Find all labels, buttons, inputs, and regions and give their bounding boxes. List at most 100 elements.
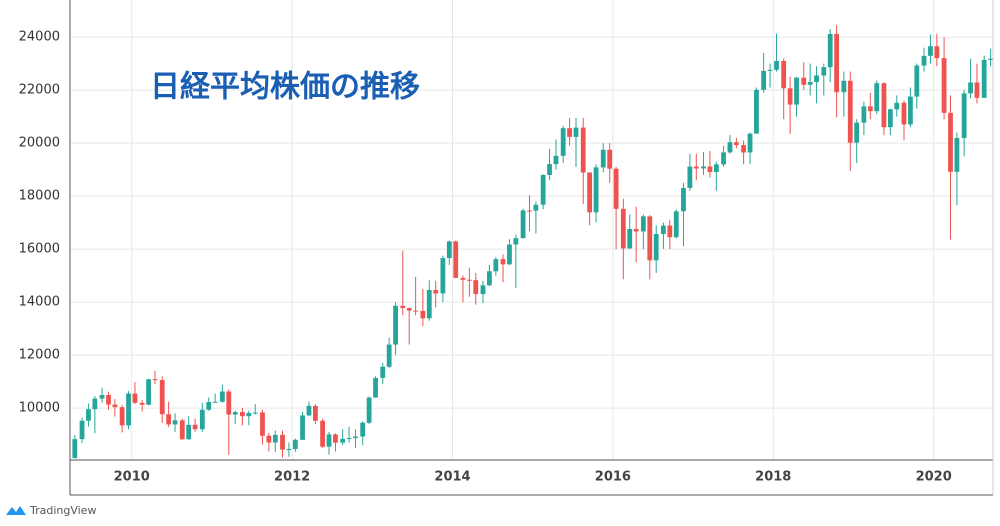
candle-body <box>353 436 358 439</box>
candle-body <box>292 439 298 450</box>
candle-body <box>159 380 165 415</box>
candle-body <box>226 391 232 415</box>
candle-body <box>600 149 606 168</box>
candle-body <box>908 96 913 125</box>
candle-body <box>212 401 218 403</box>
candle-body <box>887 109 893 128</box>
candle-body <box>781 60 787 89</box>
candle-body <box>493 259 499 272</box>
candle-body <box>460 277 466 280</box>
candle-body <box>360 422 366 437</box>
y-tick-label: 14000 <box>19 295 60 310</box>
candle-body <box>366 397 372 423</box>
candle-body <box>633 228 639 232</box>
candle-body <box>580 127 586 173</box>
candle-body <box>507 244 512 265</box>
candle-body <box>547 164 552 175</box>
x-tick-label: 2020 <box>916 470 952 485</box>
candle-body <box>834 33 840 93</box>
candle-body <box>553 155 559 165</box>
candle-body <box>393 305 398 345</box>
candle-body <box>286 449 292 451</box>
candle-body <box>640 216 646 232</box>
candle-body <box>941 58 947 113</box>
candle-body <box>948 112 953 172</box>
candle-body <box>934 46 940 59</box>
candle-body <box>179 420 185 440</box>
candle-body <box>533 204 539 211</box>
candle-body <box>821 67 827 76</box>
candle-body <box>653 234 659 261</box>
candle-body <box>232 412 238 415</box>
candle-body <box>741 145 747 153</box>
candle-body <box>620 208 626 249</box>
candle-body <box>126 393 131 426</box>
candle-body <box>733 142 739 146</box>
candle-body <box>306 405 312 416</box>
candle-body <box>981 59 987 98</box>
candle-body <box>72 439 78 459</box>
candle-body <box>500 259 506 265</box>
candle-body <box>914 65 920 97</box>
candle-body <box>867 106 873 112</box>
candle-body <box>272 434 278 443</box>
y-tick-label: 22000 <box>19 83 60 98</box>
candle-body <box>386 344 392 367</box>
candle-body <box>693 166 699 169</box>
x-tick-label: 2016 <box>595 470 631 485</box>
candle-body <box>761 70 767 90</box>
candle-body <box>961 93 967 138</box>
grid <box>70 0 993 460</box>
candle-body <box>587 172 593 213</box>
y-tick-label: 16000 <box>19 242 60 257</box>
candle-body <box>132 393 138 403</box>
candle-body <box>974 82 980 98</box>
candle-body <box>326 434 332 447</box>
candle-body <box>901 102 907 125</box>
candle-body <box>567 128 572 137</box>
candle-body <box>300 415 305 440</box>
candle-body <box>420 310 426 319</box>
candle-body <box>754 89 759 134</box>
candle-body <box>480 285 486 295</box>
candle-body <box>260 412 265 436</box>
candle-body <box>988 58 993 60</box>
y-tick-label: 20000 <box>19 136 60 151</box>
candle-body <box>814 75 819 83</box>
candle-body <box>380 366 386 378</box>
candle-body <box>219 391 225 402</box>
candle-body <box>199 409 205 430</box>
candle-body <box>968 82 973 94</box>
candle-body <box>373 377 378 398</box>
candle-body <box>667 225 673 238</box>
x-tick-label: 2018 <box>755 470 791 485</box>
x-tick-label: 2010 <box>114 470 150 485</box>
candles <box>72 25 993 459</box>
footer: TradingView <box>29 504 96 517</box>
candle-body <box>99 395 105 399</box>
y-tick-label: 24000 <box>19 30 60 45</box>
candle-body <box>453 241 459 278</box>
candle-body <box>186 424 192 440</box>
candle-body <box>112 404 118 408</box>
candle-body <box>433 290 439 294</box>
candle-body <box>119 407 125 426</box>
candle-body <box>613 168 619 209</box>
candle-body <box>713 164 719 172</box>
candle-body <box>320 420 326 447</box>
candle-body <box>894 102 900 110</box>
candle-body <box>794 77 799 105</box>
candle-body <box>807 82 813 85</box>
candle-body <box>673 211 679 238</box>
candle-body <box>661 225 666 235</box>
chart-title: 日経平均株価の推移 <box>150 70 420 105</box>
candle-body <box>520 210 526 239</box>
candle-body <box>346 438 352 440</box>
candle-body <box>466 279 472 281</box>
candle-body <box>400 305 406 309</box>
candle-body <box>280 434 285 450</box>
x-tick-label: 2014 <box>434 470 470 485</box>
candle-body <box>527 210 532 212</box>
candle-body <box>413 310 419 312</box>
